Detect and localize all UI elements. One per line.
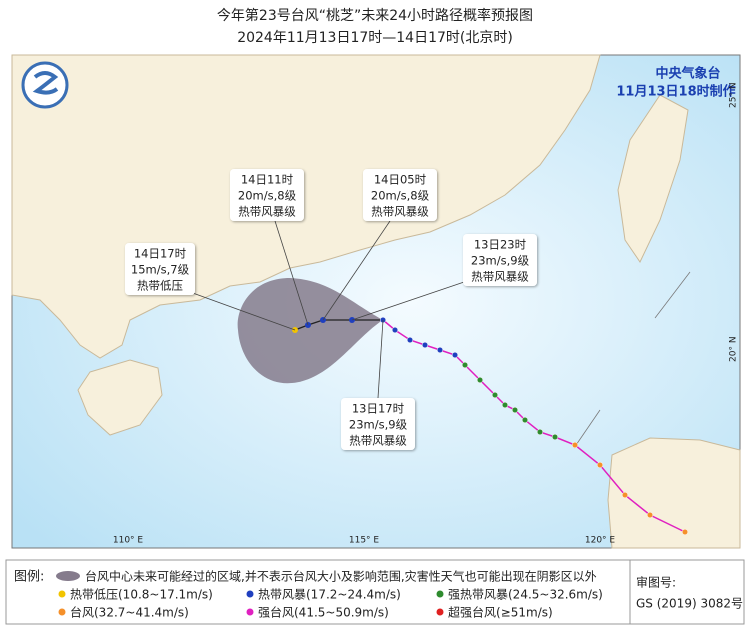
track-point — [621, 491, 629, 499]
track-point — [476, 376, 484, 384]
annotation: 热带风暴级 — [238, 205, 296, 219]
annotation-box — [125, 243, 195, 295]
track-point — [406, 336, 414, 344]
legend-title: 图例: — [14, 570, 44, 585]
logo — [21, 61, 69, 109]
legend-label: 台风(32.7~41.4m/s) — [70, 605, 189, 620]
annotation: 20m/s,8级 — [371, 189, 430, 203]
legend-marker — [246, 608, 254, 616]
legend-cone: 台风中心未来可能经过的区域,并不表示台风大小及影响范围,灾害性天气也可能出现在阴… — [85, 569, 597, 584]
track-point — [536, 428, 544, 436]
track-point — [521, 416, 529, 424]
track-point — [551, 433, 559, 441]
track-point — [501, 401, 509, 409]
track-point — [461, 361, 469, 369]
track-point — [596, 461, 604, 469]
probability-cone — [237, 278, 383, 384]
legend-marker — [58, 590, 66, 598]
annotation: 23m/s,9级 — [349, 418, 408, 432]
track-point — [491, 391, 499, 399]
annotation: 13日17时 — [352, 402, 405, 416]
annotation: 热带风暴级 — [371, 205, 429, 219]
annotation: 15m/s,7级 — [131, 263, 190, 277]
legend-label: 强热带风暴(24.5~32.6m/s) — [448, 588, 603, 602]
annotation-box — [363, 169, 437, 221]
legend-marker — [246, 590, 254, 598]
lat-label: 20° N — [729, 336, 739, 362]
legend-label: 强台风(41.5~50.9m/s) — [258, 605, 389, 620]
leader-lines — [189, 220, 471, 399]
track-point — [646, 511, 654, 519]
annotation: 热带低压 — [137, 279, 183, 293]
agency: 中央气象台 — [655, 66, 720, 82]
annotation-box — [463, 234, 537, 286]
track-point — [436, 346, 444, 354]
legend: 图例: 台风中心未来可能经过的区域,并不表示台风大小及影响范围,灾害性天气也可能… — [5, 559, 745, 625]
track-point — [391, 326, 399, 334]
annotation: 23m/s,9级 — [471, 254, 530, 268]
annotation: 热带风暴级 — [471, 270, 529, 284]
annotation: 热带风暴级 — [349, 434, 407, 448]
approval-number: GS (2019) 3082号 — [636, 597, 743, 611]
track-point — [421, 341, 429, 349]
subtitle: 2024年11月13日17时—14日17时(北京时) — [237, 30, 513, 46]
annotation-box — [230, 169, 304, 221]
map: 中央气象台 11月13日18时制作 25° N 20° N 110° E 115… — [11, 54, 741, 549]
track-point — [571, 441, 579, 449]
legend-label: 超强台风(≥51m/s) — [448, 605, 553, 620]
annotation: 14日05时 — [374, 173, 427, 187]
legend-label: 热带风暴(17.2~24.4m/s) — [258, 588, 401, 602]
annotation: 14日17时 — [134, 247, 187, 261]
legend-marker — [436, 590, 444, 598]
annotation: 13日23时 — [474, 238, 527, 252]
lon-label: 110° E — [113, 536, 144, 546]
track-point — [511, 406, 519, 414]
issued-time: 11月13日18时制作 — [616, 84, 735, 100]
legend-label: 热带低压(10.8~17.1m/s) — [70, 588, 213, 602]
lon-label: 120° E — [585, 536, 616, 546]
track-point — [451, 351, 459, 359]
approval-label: 审图号: — [636, 575, 676, 590]
annotation: 20m/s,8级 — [238, 189, 297, 203]
legend-marker — [58, 608, 66, 616]
annotation-box — [341, 398, 415, 450]
annotation: 14日11时 — [241, 173, 294, 187]
title: 今年第23号台风“桃芝”未来24小时路径概率预报图 — [217, 7, 533, 24]
legend-marker — [436, 608, 444, 616]
legend-cone-icon — [56, 571, 80, 581]
lat-label: 25° N — [729, 82, 739, 108]
lon-label: 115° E — [349, 536, 380, 546]
track-point — [681, 528, 689, 536]
